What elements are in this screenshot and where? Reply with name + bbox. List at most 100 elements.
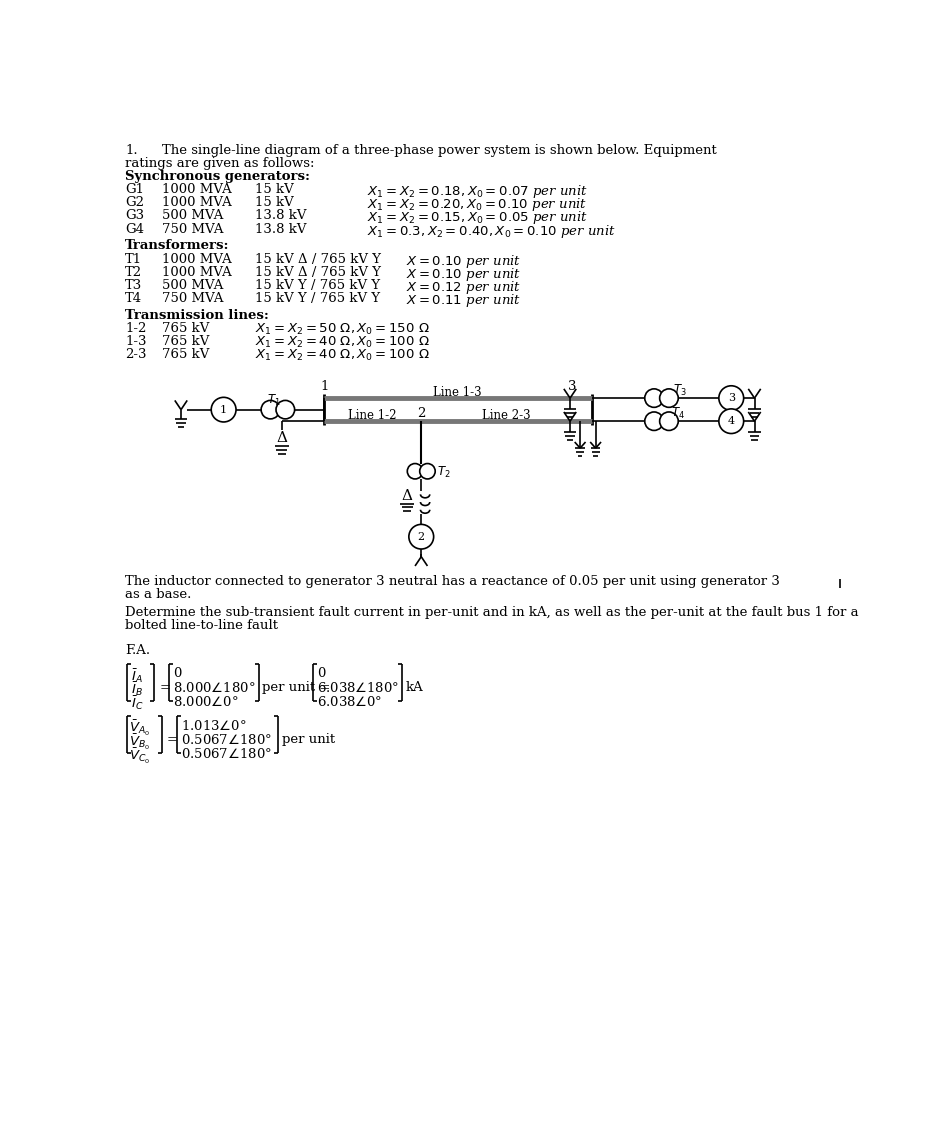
Text: $X = 0.12$ per unit: $X = 0.12$ per unit [406, 279, 521, 295]
Circle shape [211, 398, 236, 422]
Text: 0: 0 [173, 667, 182, 679]
Text: 765 kV: 765 kV [162, 335, 209, 348]
Text: 1000 MVA: 1000 MVA [162, 253, 231, 265]
Text: The inductor connected to generator 3 neutral has a reactance of 0.05 per unit u: The inductor connected to generator 3 ne… [126, 575, 780, 588]
Text: 1.: 1. [126, 144, 138, 157]
Text: 6.038$\angle$0°: 6.038$\angle$0° [317, 694, 382, 709]
Text: T2: T2 [126, 266, 143, 279]
Text: $\bar{V}_{C_0}$: $\bar{V}_{C_0}$ [129, 747, 150, 766]
Text: Δ: Δ [276, 431, 288, 445]
Circle shape [420, 464, 435, 478]
Text: $\bar{I}_C$: $\bar{I}_C$ [130, 694, 143, 712]
Text: =: = [167, 733, 178, 746]
Text: $\bar{V}_{B_0}$: $\bar{V}_{B_0}$ [129, 733, 150, 752]
Text: 765 kV: 765 kV [162, 348, 209, 362]
Text: as a base.: as a base. [126, 588, 191, 601]
Text: 500 MVA: 500 MVA [162, 210, 223, 222]
Text: 1000 MVA: 1000 MVA [162, 197, 231, 209]
Text: 15 kV: 15 kV [254, 183, 293, 197]
Text: 1000 MVA: 1000 MVA [162, 266, 231, 279]
Text: $T_2$: $T_2$ [437, 465, 450, 481]
Text: 1: 1 [220, 404, 228, 414]
Text: Line 1-3: Line 1-3 [433, 386, 482, 399]
Text: Determine the sub-transient fault current in per-unit and in kA, as well as the : Determine the sub-transient fault curren… [126, 606, 859, 619]
Circle shape [660, 389, 678, 408]
Text: $T_1$: $T_1$ [268, 393, 281, 408]
Text: 0.5067$\angle$180°: 0.5067$\angle$180° [181, 733, 272, 747]
Text: 15 kV Δ / 765 kV Y: 15 kV Δ / 765 kV Y [254, 266, 381, 279]
Text: Line 1-2: Line 1-2 [348, 409, 397, 422]
Text: ratings are given as follows:: ratings are given as follows: [126, 157, 315, 170]
Text: $X_1 = X_2 = 40\ \Omega, X_0 = 100\ \Omega$: $X_1 = X_2 = 40\ \Omega, X_0 = 100\ \Ome… [254, 335, 429, 350]
Text: 2: 2 [417, 408, 426, 420]
Text: 765 kV: 765 kV [162, 322, 209, 335]
Text: $X_1 = X_2 = 0.15, X_0 = 0.05$ per unit: $X_1 = X_2 = 0.15, X_0 = 0.05$ per unit [367, 210, 588, 227]
Text: 15 kV Y / 765 kV Y: 15 kV Y / 765 kV Y [254, 292, 380, 304]
Text: bolted line-to-line fault: bolted line-to-line fault [126, 619, 278, 632]
Text: 0.5067$\angle$180°: 0.5067$\angle$180° [181, 747, 272, 761]
Text: 3: 3 [727, 393, 735, 403]
Text: 15 kV Y / 765 kV Y: 15 kV Y / 765 kV Y [254, 279, 380, 292]
Text: 3: 3 [568, 381, 577, 393]
Text: $\bar{I}_B$: $\bar{I}_B$ [130, 681, 143, 699]
Circle shape [276, 401, 294, 419]
Text: 500 MVA: 500 MVA [162, 279, 223, 292]
Text: The single-line diagram of a three-phase power system is shown below. Equipment: The single-line diagram of a three-phase… [162, 144, 716, 157]
Text: $X = 0.10$ per unit: $X = 0.10$ per unit [406, 266, 521, 283]
Circle shape [407, 464, 423, 478]
Text: 1: 1 [320, 381, 328, 393]
Text: kA: kA [406, 681, 424, 694]
Text: 1-3: 1-3 [126, 335, 147, 348]
Text: Synchronous generators:: Synchronous generators: [126, 171, 310, 183]
Text: Line 2-3: Line 2-3 [482, 409, 531, 422]
Text: 1-2: 1-2 [126, 322, 147, 335]
Text: G1: G1 [126, 183, 144, 197]
Text: $X_1 = X_2 = 50\ \Omega, X_0 = 150\ \Omega$: $X_1 = X_2 = 50\ \Omega, X_0 = 150\ \Ome… [254, 322, 429, 337]
Text: G3: G3 [126, 210, 145, 222]
Text: 8.000$\angle$0°: 8.000$\angle$0° [173, 694, 239, 709]
Circle shape [719, 386, 744, 410]
Text: $X = 0.11$ per unit: $X = 0.11$ per unit [406, 292, 521, 309]
Text: 13.8 kV: 13.8 kV [254, 222, 307, 236]
Text: $\bar{V}_{A_0}$: $\bar{V}_{A_0}$ [129, 719, 150, 738]
Text: 750 MVA: 750 MVA [162, 292, 223, 304]
Text: 2: 2 [418, 531, 425, 541]
Text: $X_1 = 0.3, X_2 = 0.40, X_0 = 0.10$ per unit: $X_1 = 0.3, X_2 = 0.40, X_0 = 0.10$ per … [367, 222, 616, 239]
Text: 4: 4 [727, 417, 735, 427]
Text: 0: 0 [317, 667, 325, 679]
Text: Transformers:: Transformers: [126, 239, 229, 253]
Text: 15 kV: 15 kV [254, 197, 293, 209]
Text: $\bar{I}_A$: $\bar{I}_A$ [130, 667, 143, 685]
Text: 2-3: 2-3 [126, 348, 147, 362]
Circle shape [660, 412, 678, 430]
Text: $X = 0.10$ per unit: $X = 0.10$ per unit [406, 253, 521, 270]
Text: $T_4$: $T_4$ [671, 405, 684, 421]
Circle shape [645, 389, 664, 408]
Text: T3: T3 [126, 279, 143, 292]
Text: $X_1 = X_2 = 0.18, X_0 = 0.07$ per unit: $X_1 = X_2 = 0.18, X_0 = 0.07$ per unit [367, 183, 588, 200]
Text: $X_1 = X_2 = 0.20, X_0 = 0.10$ per unit: $X_1 = X_2 = 0.20, X_0 = 0.10$ per unit [367, 197, 587, 213]
Circle shape [408, 524, 434, 549]
Text: =: = [159, 681, 170, 694]
Text: per unit =: per unit = [263, 681, 330, 694]
Text: $T_3$: $T_3$ [673, 383, 686, 398]
Text: T4: T4 [126, 292, 143, 304]
Text: per unit: per unit [282, 733, 335, 746]
Text: Transmission lines:: Transmission lines: [126, 309, 269, 322]
Text: 13.8 kV: 13.8 kV [254, 210, 307, 222]
Text: T1: T1 [126, 253, 143, 265]
Circle shape [261, 401, 280, 419]
Text: Δ: Δ [402, 489, 413, 503]
Circle shape [719, 409, 744, 433]
Text: G4: G4 [126, 222, 144, 236]
Circle shape [645, 412, 664, 430]
Text: 8.000$\angle$180°: 8.000$\angle$180° [173, 681, 256, 695]
Text: 15 kV Δ / 765 kV Y: 15 kV Δ / 765 kV Y [254, 253, 381, 265]
Text: $X_1 = X_2 = 40\ \Omega, X_0 = 100\ \Omega$: $X_1 = X_2 = 40\ \Omega, X_0 = 100\ \Ome… [254, 348, 429, 363]
Text: G2: G2 [126, 197, 144, 209]
Text: 1000 MVA: 1000 MVA [162, 183, 231, 197]
Text: F.A.: F.A. [126, 645, 150, 657]
Text: 6.038$\angle$180°: 6.038$\angle$180° [317, 681, 399, 695]
Text: 1.013$\angle$0°: 1.013$\angle$0° [181, 719, 247, 733]
Text: 750 MVA: 750 MVA [162, 222, 223, 236]
